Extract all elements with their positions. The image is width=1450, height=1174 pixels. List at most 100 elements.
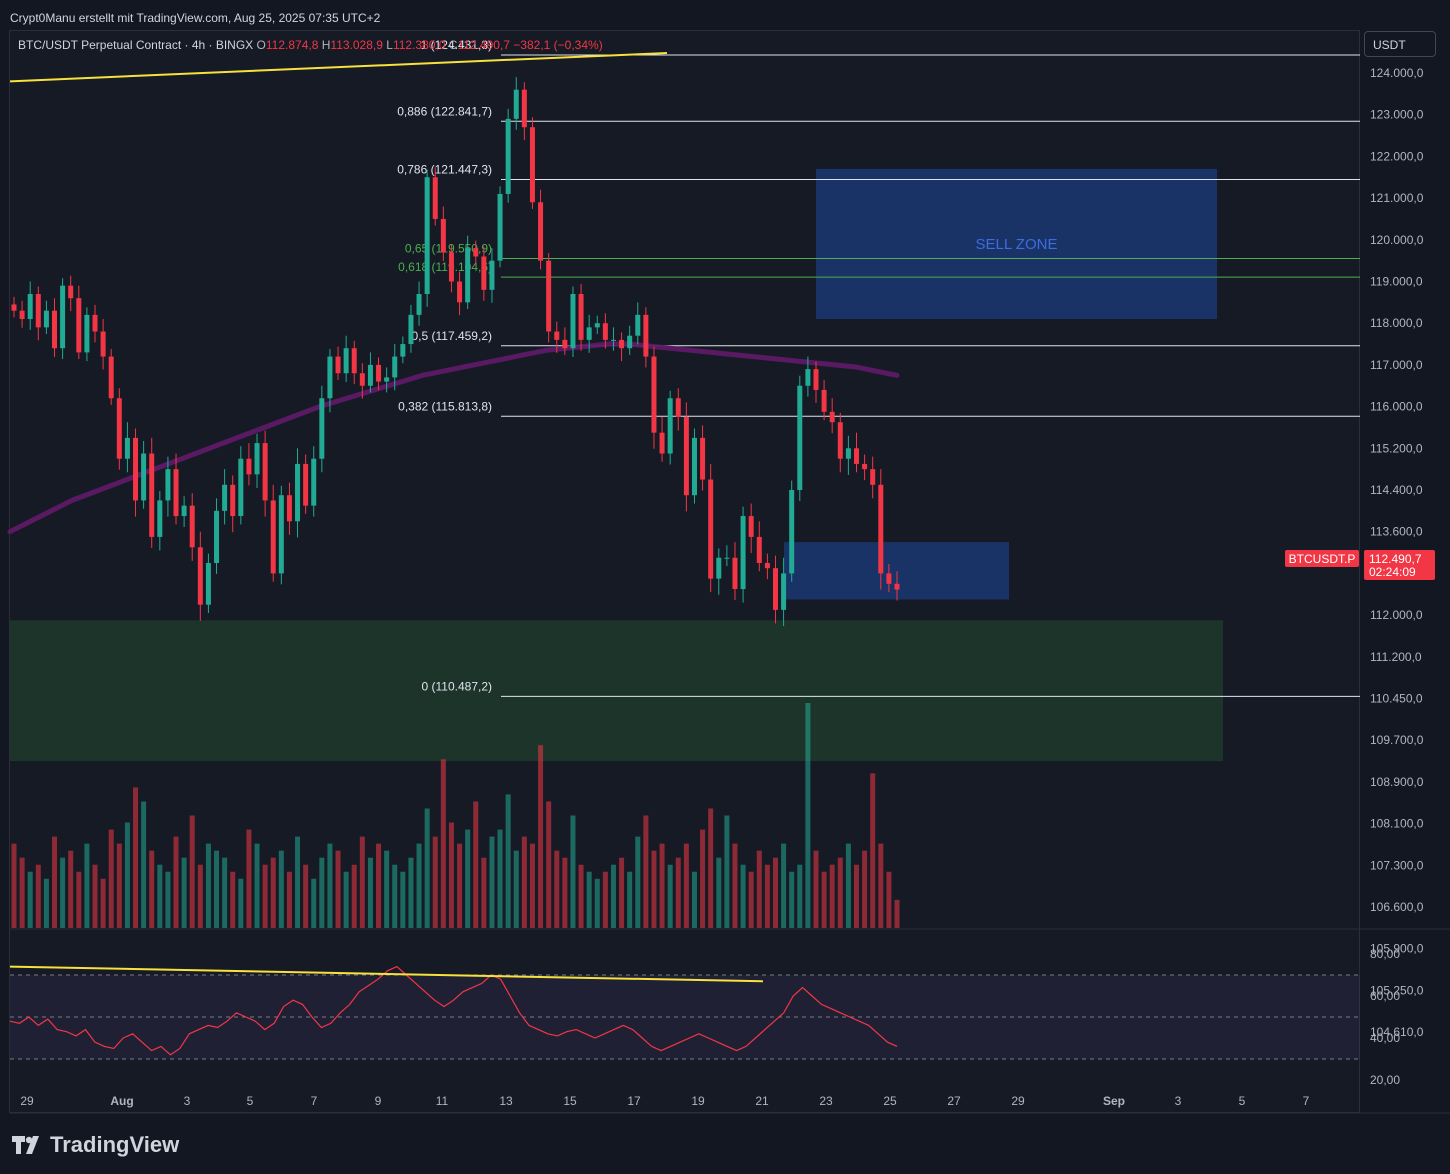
y-tick-label: 105.900,0 [1370, 942, 1424, 956]
candle-body [853, 448, 859, 464]
candle-body [157, 500, 163, 537]
price-tag-countdown: 02:24:09 [1369, 565, 1416, 579]
volume-bar [124, 822, 130, 928]
high-value: 113.028,9 [330, 38, 383, 52]
volume-bar [724, 815, 730, 928]
candle-body [100, 331, 106, 357]
volume-bar [189, 815, 195, 928]
candle-body [319, 398, 325, 459]
sell-zone-label: SELL ZONE [976, 236, 1058, 253]
y-tick-label: 123.000,0 [1370, 108, 1424, 122]
candle-body [764, 562, 770, 569]
candle-body [829, 411, 835, 423]
volume-bar [149, 850, 155, 928]
candle-body [189, 505, 195, 548]
volume-bar [764, 864, 770, 928]
candle-body [384, 377, 390, 382]
volume-bar [278, 850, 284, 928]
volume-bar [586, 871, 592, 928]
volume-bar [675, 857, 681, 928]
volume-bar [521, 836, 527, 928]
y-tick-label: 118.000,0 [1370, 316, 1423, 330]
volume-bar [165, 871, 171, 928]
candle-body [392, 356, 398, 378]
candle-body [659, 432, 665, 454]
price-tag: BTCUSDT.P 112.490,702:24:09 [1285, 550, 1435, 580]
candle-body [546, 260, 552, 332]
volume-bar [222, 857, 228, 928]
candle-body [230, 484, 236, 517]
volume-bar [691, 871, 697, 928]
candle-body [35, 294, 41, 328]
candle-body [627, 335, 633, 349]
candle-body [594, 323, 600, 328]
volume-bar [92, 864, 98, 928]
candle-body [238, 458, 244, 517]
volume-bar [448, 822, 454, 928]
price-trendline [9, 51, 668, 83]
y-tick-label: 112.000,0 [1370, 608, 1423, 622]
y-tick-label: 122.000,0 [1370, 149, 1424, 163]
currency-button[interactable]: USDT [1364, 31, 1436, 57]
volume-bar [602, 871, 608, 928]
candle-body [683, 417, 689, 496]
symbol-name: BTC/USDT Perpetual Contract · 4h · BINGX [18, 38, 254, 52]
sma-layer [7, 341, 900, 535]
price-tag-value: 112.490,7 [1369, 552, 1422, 566]
volume-bar [11, 843, 17, 928]
candle-body [270, 500, 276, 574]
volume-bar [408, 857, 414, 928]
volume-bar [230, 871, 236, 928]
volume-bar [643, 815, 649, 928]
fib-label: 1 (124.431,3) [421, 38, 492, 52]
candle-body [805, 369, 811, 386]
candle-body [732, 557, 738, 590]
volume-bar [659, 843, 665, 928]
volume-bar [505, 794, 511, 928]
volume-bar [578, 864, 584, 928]
volume-bar [254, 843, 260, 928]
x-tick-label: 21 [755, 1094, 769, 1108]
candle-body [740, 516, 746, 590]
volume-bar [343, 871, 349, 928]
x-tick-label: 13 [499, 1094, 513, 1108]
y-tick-label: 108.900,0 [1370, 775, 1424, 789]
y-tick-label: 107.300,0 [1370, 858, 1424, 872]
volume-bar [68, 850, 74, 928]
candle-body [424, 177, 430, 295]
candle-body [643, 314, 649, 357]
volume-bar [100, 878, 106, 928]
volume-bar [862, 850, 868, 928]
volume-bar [497, 829, 503, 928]
volume-bar [214, 850, 220, 928]
candle-body [756, 536, 762, 563]
volume-bar [60, 857, 66, 928]
volume-bar [116, 843, 122, 928]
fib-label: 0,65 (119.550,9) [405, 242, 492, 256]
volume-bar [635, 836, 641, 928]
candle-body [538, 202, 544, 261]
high-label: H [321, 38, 331, 52]
volume-bar [76, 871, 82, 928]
candle-body [448, 252, 454, 282]
volume-bar [870, 773, 876, 928]
candle-body [505, 118, 511, 194]
candle-body [246, 458, 252, 475]
volume-bar [546, 801, 552, 928]
tradingview-logo-icon [12, 1136, 39, 1154]
candle-body [497, 193, 503, 261]
candle-body [862, 463, 868, 470]
volume-bar [173, 836, 179, 928]
symbol-legend: BTC/USDT Perpetual Contract · 4h · BINGX… [18, 38, 603, 52]
candle-body [60, 285, 66, 349]
candle-body [748, 516, 754, 537]
candle-body [619, 339, 625, 349]
volume-bar [756, 850, 762, 928]
candle-body [691, 437, 697, 496]
candle-body [489, 260, 495, 290]
candle-body [845, 448, 851, 459]
candle-body [311, 458, 317, 506]
volume-bar [781, 843, 787, 928]
candle-body [513, 89, 519, 119]
